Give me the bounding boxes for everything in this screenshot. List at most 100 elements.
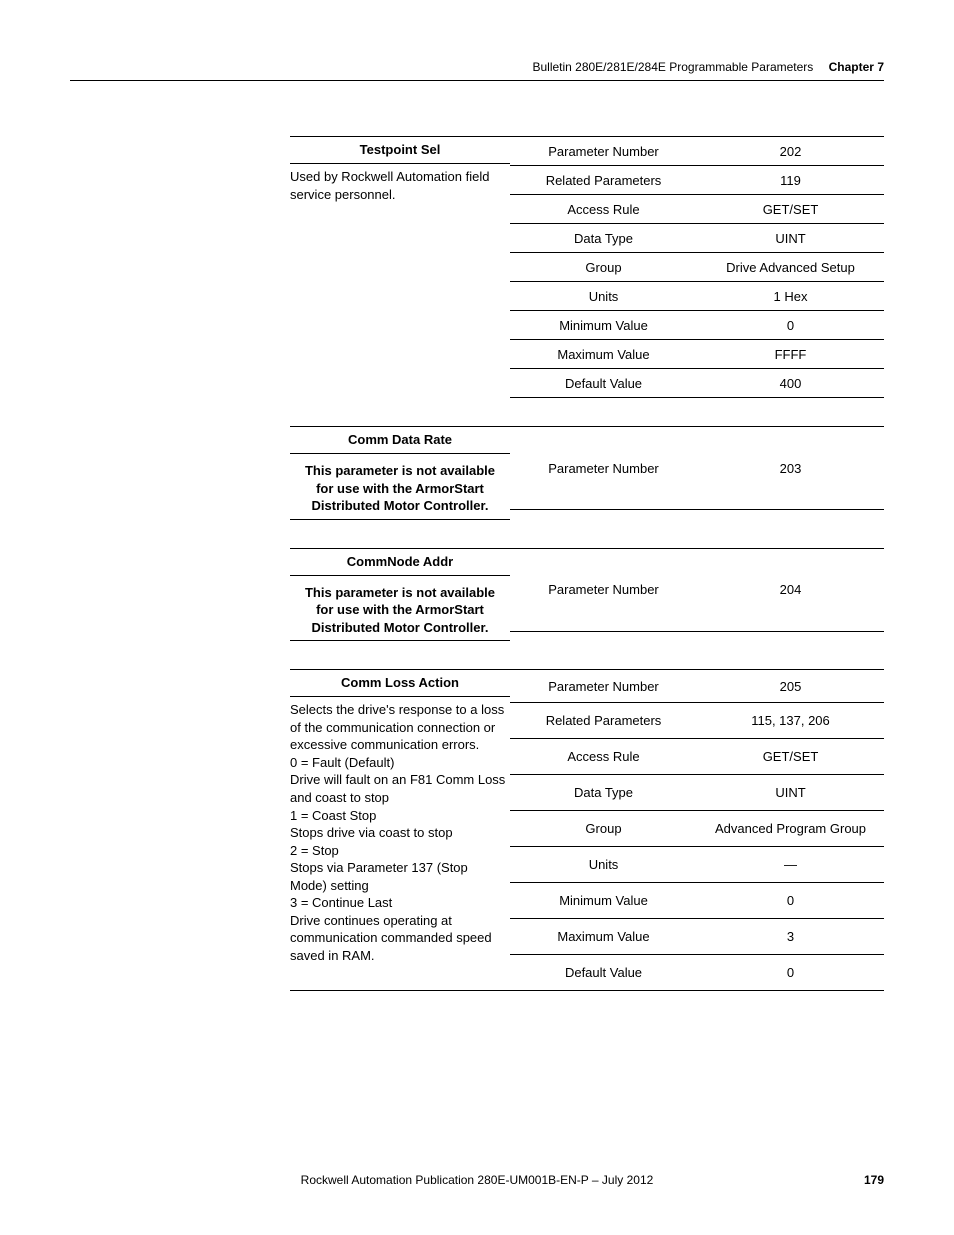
param-val: 400 [697, 369, 884, 398]
param-key: Minimum Value [510, 883, 697, 919]
param-key: Minimum Value [510, 311, 697, 340]
param-right: Parameter Number205 Related Parameters11… [510, 669, 884, 991]
param-table: Parameter Number205 Related Parameters11… [510, 669, 884, 991]
table-row: GroupDrive Advanced Setup [510, 253, 884, 282]
param-val: 202 [697, 137, 884, 166]
param-table: Parameter Number 204 [510, 548, 884, 632]
param-key: Parameter Number [510, 670, 697, 703]
param-val: 0 [697, 311, 884, 340]
param-right: Parameter Number202 Related Parameters11… [510, 136, 884, 398]
param-val: 203 [697, 427, 884, 510]
param-val: FFFF [697, 340, 884, 369]
param-key: Parameter Number [510, 137, 697, 166]
param-desc: Used by Rockwell Automation field servic… [290, 164, 510, 203]
spacer [290, 538, 884, 548]
param-val: 3 [697, 919, 884, 955]
opt-0: 0 = Fault (Default) [290, 755, 394, 770]
param-table: Parameter Number202 Related Parameters11… [510, 136, 884, 398]
publication-info: Rockwell Automation Publication 280E-UM0… [120, 1173, 834, 1187]
param-key: Maximum Value [510, 919, 697, 955]
table-row: Default Value400 [510, 369, 884, 398]
param-key: Related Parameters [510, 703, 697, 739]
param-key: Parameter Number [510, 548, 697, 631]
page-footer: Rockwell Automation Publication 280E-UM0… [0, 1173, 954, 1187]
table-row: Parameter Number 204 [510, 548, 884, 631]
table-row: Minimum Value0 [510, 311, 884, 340]
param-block-commnode: CommNode Addr This parameter is not avai… [290, 548, 884, 642]
table-row: Parameter Number205 [510, 670, 884, 703]
param-left: Testpoint Sel Used by Rockwell Automatio… [290, 136, 510, 398]
param-key: Access Rule [510, 195, 697, 224]
table-row: Data TypeUINT [510, 224, 884, 253]
param-key: Access Rule [510, 739, 697, 775]
param-val: 1 Hex [697, 282, 884, 311]
param-block-commdatarate: Comm Data Rate This parameter is not ava… [290, 426, 884, 520]
param-left: Comm Data Rate This parameter is not ava… [290, 426, 510, 520]
opt-2: 2 = Stop [290, 843, 339, 858]
footer-spacer [70, 1173, 120, 1187]
param-title: Testpoint Sel [290, 136, 510, 164]
running-header: Bulletin 280E/281E/284E Programmable Par… [70, 60, 884, 80]
table-row: GroupAdvanced Program Group [510, 811, 884, 847]
param-val: 119 [697, 166, 884, 195]
param-right: Parameter Number 203 [510, 426, 884, 520]
param-val: 204 [697, 548, 884, 631]
param-key: Data Type [510, 224, 697, 253]
desc-intro: Selects the drive's response to a loss o… [290, 702, 504, 752]
header-block: Bulletin 280E/281E/284E Programmable Par… [70, 60, 884, 81]
param-val: GET/SET [697, 739, 884, 775]
table-row: Parameter Number 203 [510, 427, 884, 510]
table-row: Access RuleGET/SET [510, 195, 884, 224]
header-rule [70, 80, 884, 81]
chapter-label: Chapter 7 [829, 60, 884, 74]
param-key: Parameter Number [510, 427, 697, 510]
page-number: 179 [834, 1173, 884, 1187]
param-val: UINT [697, 775, 884, 811]
table-row: Units— [510, 847, 884, 883]
param-key: Group [510, 253, 697, 282]
param-key: Related Parameters [510, 166, 697, 195]
param-left: CommNode Addr This parameter is not avai… [290, 548, 510, 642]
opt-1b: Stops drive via coast to stop [290, 825, 453, 840]
param-key: Default Value [510, 369, 697, 398]
param-title: Comm Loss Action [290, 669, 510, 697]
param-block-testpoint: Testpoint Sel Used by Rockwell Automatio… [290, 136, 884, 398]
param-right: Parameter Number 204 [510, 548, 884, 642]
table-row: Default Value0 [510, 955, 884, 991]
param-note: This parameter is not available for use … [290, 454, 510, 519]
param-val: 0 [697, 955, 884, 991]
opt-3b: Drive continues operating at communicati… [290, 913, 492, 963]
param-title: Comm Data Rate [290, 426, 510, 454]
page-container: Bulletin 280E/281E/284E Programmable Par… [0, 0, 954, 991]
table-row: Units1 Hex [510, 282, 884, 311]
opt-2b: Stops via Parameter 137 (Stop Mode) sett… [290, 860, 468, 893]
table-row: Maximum Value3 [510, 919, 884, 955]
param-key: Data Type [510, 775, 697, 811]
table-row: Access RuleGET/SET [510, 739, 884, 775]
table-row: Parameter Number202 [510, 137, 884, 166]
spacer [290, 659, 884, 669]
table-row: Data TypeUINT [510, 775, 884, 811]
param-val: Advanced Program Group [697, 811, 884, 847]
param-key: Units [510, 282, 697, 311]
param-table: Parameter Number 203 [510, 426, 884, 510]
param-desc: Selects the drive's response to a loss o… [290, 697, 510, 964]
param-title: CommNode Addr [290, 548, 510, 576]
opt-3: 3 = Continue Last [290, 895, 392, 910]
param-val: Drive Advanced Setup [697, 253, 884, 282]
param-val: 0 [697, 883, 884, 919]
param-val: 205 [697, 670, 884, 703]
table-row: Minimum Value0 [510, 883, 884, 919]
param-val: 115, 137, 206 [697, 703, 884, 739]
opt-1: 1 = Coast Stop [290, 808, 376, 823]
table-row: Related Parameters119 [510, 166, 884, 195]
param-val: UINT [697, 224, 884, 253]
table-row: Related Parameters115, 137, 206 [510, 703, 884, 739]
param-left: Comm Loss Action Selects the drive's res… [290, 669, 510, 991]
param-key: Maximum Value [510, 340, 697, 369]
param-val: — [697, 847, 884, 883]
param-key: Default Value [510, 955, 697, 991]
content-area: Testpoint Sel Used by Rockwell Automatio… [290, 136, 884, 991]
param-key: Group [510, 811, 697, 847]
spacer [290, 416, 884, 426]
